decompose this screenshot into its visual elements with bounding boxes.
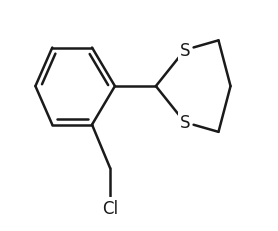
Text: Cl: Cl xyxy=(102,199,118,217)
Text: S: S xyxy=(180,42,190,60)
Text: S: S xyxy=(180,114,190,132)
